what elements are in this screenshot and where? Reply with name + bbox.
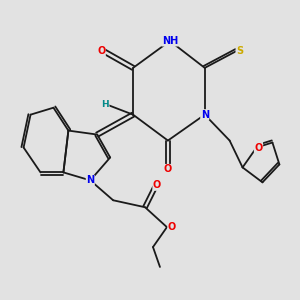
Text: O: O [254,142,262,152]
Text: N: N [86,176,94,185]
Text: H: H [101,100,109,109]
Text: O: O [153,180,161,190]
Text: S: S [236,46,243,56]
Text: N: N [201,110,209,120]
Text: O: O [164,164,172,174]
Text: NH: NH [162,36,178,46]
Text: O: O [97,46,105,56]
Text: O: O [168,222,176,232]
